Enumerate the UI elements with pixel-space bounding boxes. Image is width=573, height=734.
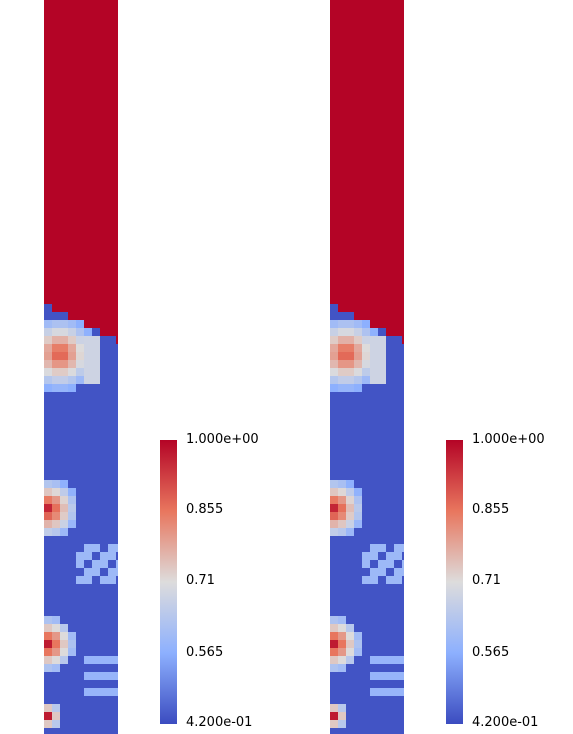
left-tick-071: 0.71	[186, 573, 215, 588]
left-colorbar	[160, 440, 177, 724]
right-colorbar	[446, 440, 463, 724]
left-panel: 1.000e+00 0.855 0.71 0.565 4.200e-01	[0, 0, 286, 734]
right-tick-0855: 0.855	[472, 502, 510, 517]
right-tick-071: 0.71	[472, 573, 501, 588]
right-field-plot	[330, 0, 404, 734]
right-colorbar-gradient	[446, 440, 463, 724]
right-tick-max: 1.000e+00	[472, 432, 545, 447]
right-field-canvas	[330, 0, 404, 734]
right-tick-0565: 0.565	[472, 645, 510, 660]
left-tick-max: 1.000e+00	[186, 432, 259, 447]
right-panel: 1.000e+00 0.855 0.71 0.565 4.200e-01	[286, 0, 572, 734]
left-tick-min: 4.200e-01	[186, 715, 253, 730]
left-tick-0855: 0.855	[186, 502, 224, 517]
left-field-canvas	[44, 0, 118, 734]
left-field-plot	[44, 0, 118, 734]
right-tick-min: 4.200e-01	[472, 715, 539, 730]
left-colorbar-gradient	[160, 440, 177, 724]
left-tick-0565: 0.565	[186, 645, 224, 660]
